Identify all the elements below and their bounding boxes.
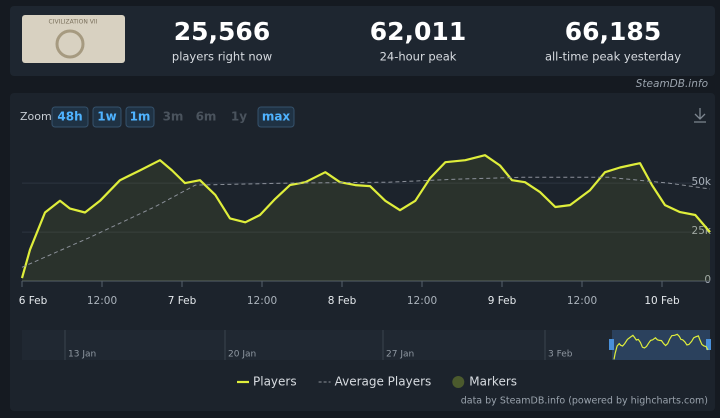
navigator-handle[interactable] [609, 339, 614, 350]
y-tick-label: 0 [704, 274, 711, 286]
stats-card [10, 6, 715, 76]
navigator [22, 330, 710, 360]
zoom-button[interactable] [257, 106, 295, 128]
navigator-handle[interactable] [706, 339, 711, 350]
stat-value: 62,011 [370, 17, 466, 46]
navigator-label: 20 Jan [228, 350, 256, 360]
game-image[interactable] [22, 15, 125, 63]
legend-label[interactable]: Markers [469, 375, 517, 389]
zoom-button-label[interactable]: 1w [97, 110, 116, 124]
x-tick-label: 12:00 [247, 295, 277, 307]
y-tick-label: 50k [692, 176, 712, 188]
zoom-button[interactable] [92, 106, 122, 128]
zoom-button-label[interactable]: 48h [57, 110, 82, 124]
legend-symbol [452, 376, 465, 388]
zoom-button-label: 3m [163, 110, 184, 124]
legend-label[interactable]: Players [253, 375, 297, 389]
x-tick-label: 7 Feb [168, 295, 197, 307]
image-caption: CIVILIZATION VII [49, 19, 98, 26]
zoom-button-label[interactable]: max [262, 110, 291, 124]
legend-label[interactable]: Average Players [335, 375, 432, 389]
x-tick-label: 9 Feb [488, 295, 517, 307]
zoom-button-label: 1y [231, 110, 247, 124]
game-emblem [55, 29, 85, 59]
zoom-button[interactable] [51, 106, 89, 128]
x-tick-label: 12:00 [87, 295, 117, 307]
zoom-button-label: 6m [196, 110, 217, 124]
navigator-selection[interactable] [612, 330, 710, 360]
zoom-button-label[interactable]: 1m [130, 110, 151, 124]
source[interactable]: SteamDB.info [636, 78, 708, 90]
navigator-label: 13 Jan [68, 350, 96, 360]
zoom-label: Zoom [20, 110, 52, 123]
stat-label: 24-hour peak [380, 50, 457, 64]
navigator-label: 27 Jan [386, 350, 414, 360]
stat-label: all-time peak yesterday [545, 50, 681, 64]
navigator-label: 3 Feb [548, 350, 573, 360]
zoom-button[interactable] [125, 106, 155, 128]
x-tick-label: 8 Feb [328, 295, 357, 307]
series-line [21, 176, 711, 268]
stat-value: 25,566 [174, 17, 270, 46]
x-tick-label: 12:00 [567, 295, 597, 307]
x-tick-label: 6 Feb [19, 295, 48, 307]
stat-value: 66,185 [565, 17, 661, 46]
x-tick-label: 12:00 [407, 295, 437, 307]
x-tick-label: 10 Feb [644, 295, 680, 307]
export-icon[interactable] [694, 108, 706, 123]
stat-label: players right now [172, 50, 272, 64]
series-line [20, 154, 711, 279]
players-area [22, 155, 710, 281]
footer: data by SteamDB.info (powered by highcha… [461, 396, 708, 407]
navigator-line [613, 333, 709, 360]
